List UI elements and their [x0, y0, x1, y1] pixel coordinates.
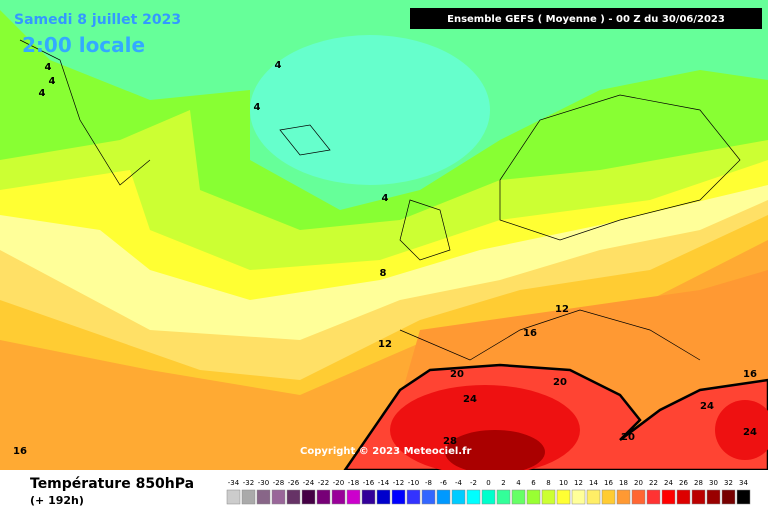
contour-label: 20	[621, 432, 635, 443]
scale-swatch	[271, 489, 286, 505]
scale-label: -14	[378, 479, 390, 487]
scale-label: 30	[709, 479, 718, 487]
scale-label: 2	[501, 479, 505, 487]
scale-label: 8	[546, 479, 550, 487]
scale-swatch	[391, 489, 406, 505]
contour-label: 16	[743, 369, 757, 380]
scale-swatch	[421, 489, 436, 505]
scale-label: 32	[724, 479, 733, 487]
scale-swatch	[526, 489, 541, 505]
scale-label: 10	[559, 479, 568, 487]
contour-label: 4	[45, 62, 52, 73]
contour-label: 24	[743, 427, 757, 438]
scale-swatch	[646, 489, 661, 505]
contour-labels: 4 4 4 4 4 4 8 12 12 16 16 20 20 20 24 24…	[13, 60, 757, 457]
contour-label: 4	[275, 60, 282, 71]
scale-label: 28	[694, 479, 703, 487]
forecast-step: (+ 192h)	[30, 494, 84, 507]
scale-label: -30	[258, 479, 269, 487]
scale-swatch	[556, 489, 571, 505]
scale-label: -10	[408, 479, 419, 487]
scale-swatch	[316, 489, 331, 505]
scale-swatch	[466, 489, 481, 505]
scale-label: 12	[574, 479, 583, 487]
scale-label: 6	[531, 479, 536, 487]
scale-label: -26	[288, 479, 300, 487]
scale-label: 14	[589, 479, 598, 487]
scale-label: -22	[318, 479, 329, 487]
scale-swatch	[616, 489, 631, 505]
scale-label: 22	[649, 479, 658, 487]
scale-label: 16	[604, 479, 613, 487]
contour-label: 24	[463, 394, 477, 405]
scale-label: -24	[303, 479, 315, 487]
scale-label: 34	[739, 479, 748, 487]
scale-swatch	[376, 489, 391, 505]
scale-swatch	[721, 489, 736, 505]
scale-swatch	[226, 489, 241, 505]
scale-swatch	[451, 489, 466, 505]
scale-label: -12	[393, 479, 404, 487]
scale-swatch	[571, 489, 586, 505]
contour-label: 8	[380, 268, 387, 279]
scale-label: -4	[455, 479, 463, 487]
scale-swatch	[586, 489, 601, 505]
scale-label: 24	[664, 479, 673, 487]
scale-label: -32	[243, 479, 254, 487]
contour-label: 24	[700, 401, 714, 412]
scale-label: -20	[333, 479, 344, 487]
scale-swatch	[331, 489, 346, 505]
scale-label: -8	[425, 479, 432, 487]
scale-swatch	[676, 489, 691, 505]
scale-swatch	[601, 489, 616, 505]
scale-label: 20	[634, 479, 643, 487]
scale-swatch	[256, 489, 271, 505]
scale-swatch	[691, 489, 706, 505]
contour-label: 4	[49, 76, 56, 87]
scale-swatch	[631, 489, 646, 505]
scale-label: 26	[679, 479, 688, 487]
contour-label: 16	[523, 328, 537, 339]
scale-swatch	[346, 489, 361, 505]
contour-label: 20	[450, 369, 464, 380]
scale-swatch	[496, 489, 511, 505]
scale-swatch	[736, 489, 751, 505]
scale-label: -28	[273, 479, 284, 487]
model-label: Ensemble GEFS ( Moyenne ) - 00 Z du 30/0…	[447, 14, 725, 25]
time-label: 2:00 locale	[22, 33, 145, 57]
scale-swatch	[286, 489, 301, 505]
temperature-field	[0, 0, 768, 475]
scale-swatch	[436, 489, 451, 505]
contour-label: 28	[443, 436, 457, 447]
scale-swatch	[361, 489, 376, 505]
date-label: Samedi 8 juillet 2023	[14, 12, 181, 28]
contour-label: 12	[378, 339, 392, 350]
contour-label: 16	[13, 446, 27, 457]
contour-label: 4	[254, 102, 261, 113]
scale-label: -18	[348, 479, 359, 487]
scale-swatch	[481, 489, 496, 505]
scale-label: 4	[516, 479, 521, 487]
scale-label: -2	[470, 479, 477, 487]
scale-swatch	[706, 489, 721, 505]
scale-label: 18	[619, 479, 628, 487]
copyright: Copyright © 2023 Meteociel.fr	[300, 446, 471, 457]
color-scale: -34 -32 -30 -28 -26 -24 -22 -20 -18 -16 -14 -12 -10-…	[226, 479, 751, 505]
scale-swatch	[661, 489, 676, 505]
scale-label: -34	[228, 479, 240, 487]
scale-swatch	[301, 489, 316, 505]
scale-label: 0	[486, 479, 490, 487]
scale-swatch	[511, 489, 526, 505]
contour-label: 12	[555, 304, 569, 315]
contour-label: 20	[553, 377, 567, 388]
contour-label: 4	[39, 88, 46, 99]
field-title: Température 850hPa	[30, 476, 194, 492]
contour-label: 4	[382, 193, 389, 204]
scale-swatch	[541, 489, 556, 505]
scale-label: -6	[440, 479, 448, 487]
scale-swatch	[241, 489, 256, 505]
scale-label: -16	[363, 479, 375, 487]
scale-swatch	[406, 489, 421, 505]
